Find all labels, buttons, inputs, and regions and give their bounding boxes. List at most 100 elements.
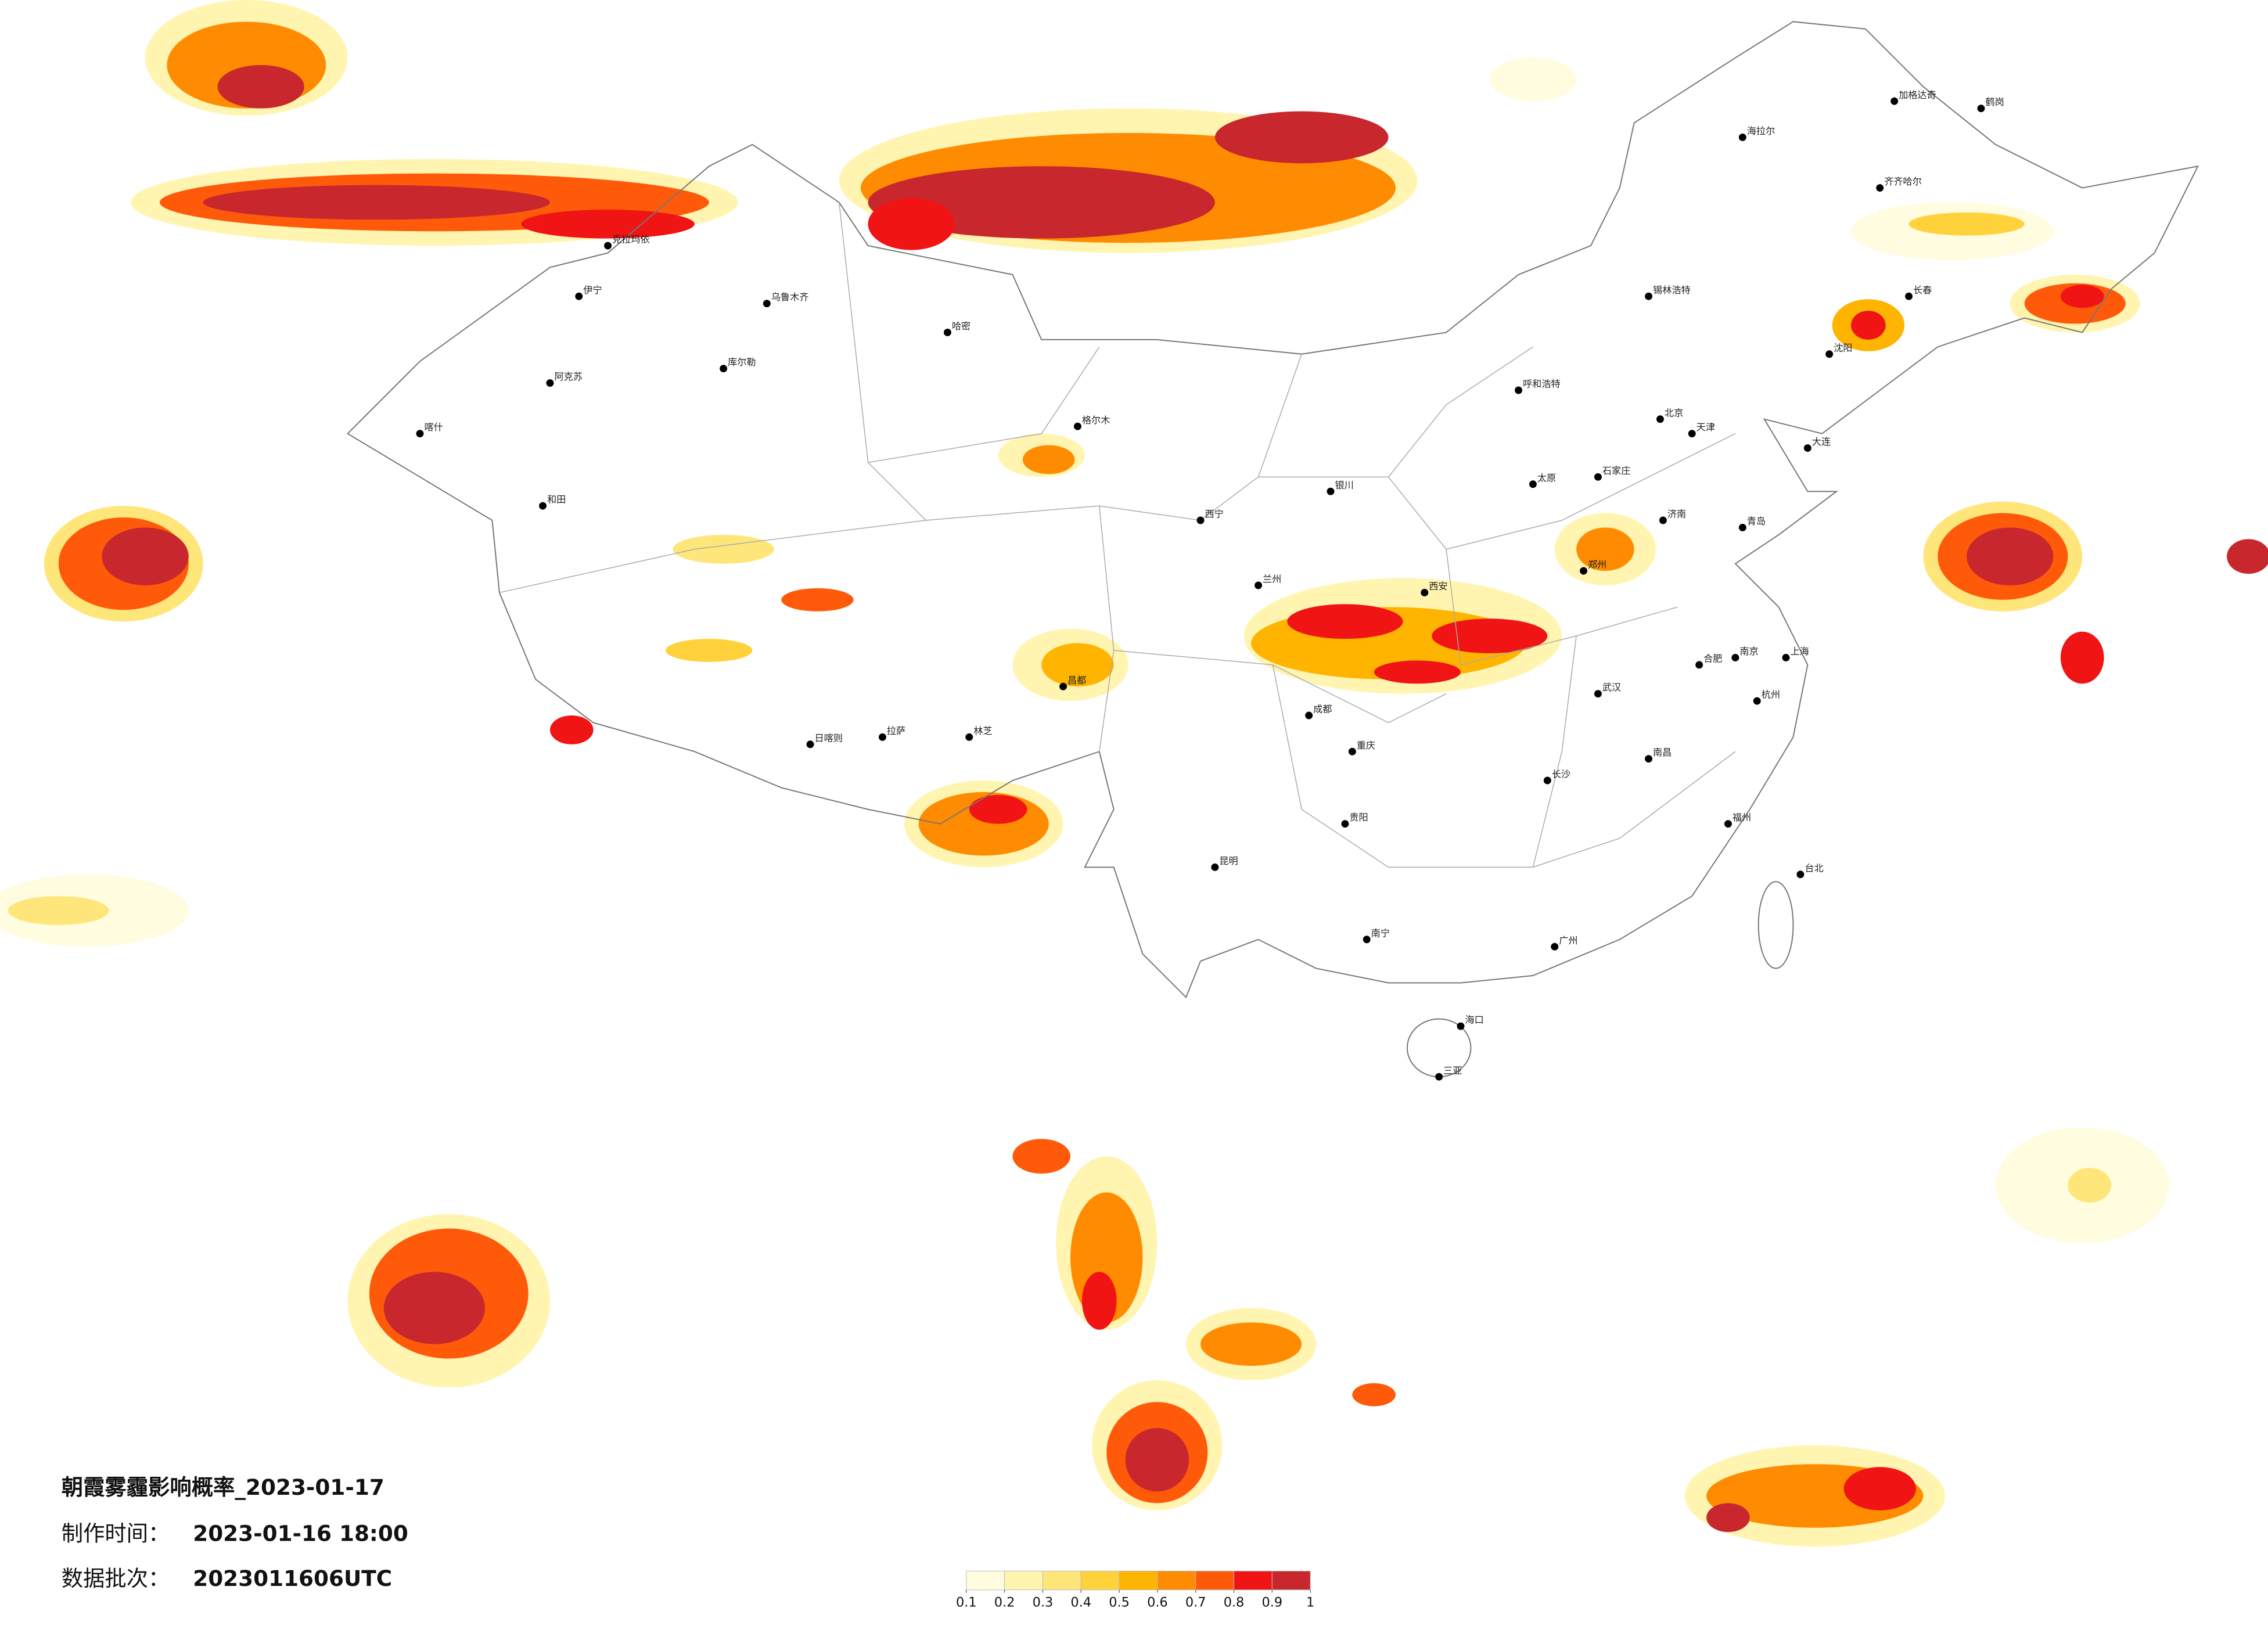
province-lines <box>499 202 1736 868</box>
city-dot <box>1796 870 1805 879</box>
city-dot <box>1905 292 1913 300</box>
city-dot <box>575 292 583 300</box>
city-dot <box>1305 711 1313 720</box>
legend-swatch <box>966 1570 1005 1591</box>
city-label: 西宁 <box>1205 509 1223 520</box>
city-dot <box>1738 523 1746 531</box>
heat-blob <box>2227 539 2268 574</box>
city-label: 和田 <box>547 494 566 505</box>
city-dot <box>1341 820 1349 828</box>
city-dot <box>1580 567 1588 575</box>
city-label: 三亚 <box>1443 1065 1462 1076</box>
made-time: 2023-01-16 18:00 <box>193 1521 408 1546</box>
heat-blob <box>1967 527 2054 585</box>
legend-swatch <box>1004 1570 1043 1591</box>
city-dot <box>1073 422 1081 430</box>
city-label: 海拉尔 <box>1747 125 1775 136</box>
heat-blob <box>1287 604 1403 639</box>
city-dot <box>720 365 728 373</box>
city-label: 郑州 <box>1588 559 1606 570</box>
made-label: 制作时间： <box>62 1521 170 1546</box>
city-dot <box>1515 386 1523 394</box>
city-label: 银川 <box>1335 480 1353 491</box>
heat-blob <box>1374 660 1461 684</box>
city-dot <box>1196 516 1205 524</box>
city-dot <box>1529 480 1537 488</box>
heat-blob <box>868 197 955 250</box>
legend-swatch <box>1195 1570 1235 1591</box>
heat-blob <box>1908 212 2025 236</box>
heat-blob <box>8 896 109 925</box>
heat-blob <box>2060 631 2104 684</box>
heat-blob <box>1850 311 1886 340</box>
city-dot <box>1327 487 1335 495</box>
city-label: 克拉玛依 <box>612 234 650 245</box>
city-dot <box>1551 942 1559 951</box>
heat-blob <box>1352 1383 1396 1406</box>
city-dot <box>1421 588 1429 596</box>
heat-blob <box>673 534 774 564</box>
city-label: 济南 <box>1667 509 1686 520</box>
heat-blob <box>1214 111 1389 164</box>
city-dot <box>1695 661 1703 669</box>
heat-blob <box>2068 1168 2111 1203</box>
city-label: 杭州 <box>1762 689 1780 700</box>
city-label: 贵阳 <box>1349 812 1368 823</box>
legend-tick-label: 0.9 <box>1262 1595 1283 1610</box>
heat-blob <box>1022 445 1075 474</box>
city-dot <box>1211 863 1219 871</box>
city-dot <box>1688 430 1696 438</box>
city-dot <box>1753 697 1761 705</box>
heat-blob <box>1125 1428 1189 1492</box>
city-dot <box>1803 444 1811 452</box>
heat-blob <box>969 794 1027 824</box>
city-label: 武汉 <box>1602 682 1621 693</box>
city-label: 伊宁 <box>583 285 602 296</box>
city-dot <box>1656 415 1664 423</box>
heat-blob <box>1843 1467 1916 1510</box>
city-label: 台北 <box>1805 862 1823 873</box>
city-label: 成都 <box>1313 704 1332 715</box>
taiwan-outline <box>1757 881 1794 969</box>
city-label: 拉萨 <box>887 725 905 736</box>
legend-swatch <box>1271 1570 1311 1591</box>
city-label: 福州 <box>1733 812 1751 823</box>
boundaries <box>346 21 2199 1078</box>
city-label: 锡林浩特 <box>1653 285 1691 296</box>
city-label: 长沙 <box>1552 769 1570 780</box>
city-label: 沈阳 <box>1834 342 1852 353</box>
heat-blob <box>2060 285 2104 308</box>
city-label: 广州 <box>1559 935 1577 946</box>
city-dot <box>763 300 771 308</box>
country-outline <box>346 21 2199 999</box>
city-dot <box>1977 105 1985 113</box>
city-dot <box>1825 350 1834 358</box>
city-label: 喀什 <box>424 422 443 433</box>
city-label: 昌都 <box>1067 675 1086 686</box>
heat-blob <box>1432 618 1548 653</box>
city-label: 青岛 <box>1747 516 1766 527</box>
city-dot <box>1255 581 1263 589</box>
heat-blob <box>781 588 854 611</box>
city-label: 加格达奇 <box>1899 89 1936 100</box>
city-label: 北京 <box>1665 407 1683 418</box>
heat-blob <box>868 166 1215 239</box>
city-label: 南昌 <box>1653 747 1672 758</box>
city-dot <box>1890 97 1899 105</box>
heat-blob <box>549 715 594 744</box>
city-label: 天津 <box>1696 422 1715 433</box>
legend: 0.1 0.2 0.3 0.4 0.5 0.6 0.7 0.8 0.9 1 <box>956 1570 1314 1610</box>
legend-tick-label: 0.8 <box>1224 1595 1245 1610</box>
city-dot <box>1645 755 1653 763</box>
city-label: 上海 <box>1790 646 1809 657</box>
city-dot <box>1543 776 1551 785</box>
city-label: 日喀则 <box>814 732 842 743</box>
city-dot <box>1724 820 1732 828</box>
city-dot <box>1876 184 1884 192</box>
city-dot <box>1645 292 1653 300</box>
legend-tick-label: 1 <box>1306 1595 1314 1610</box>
city-label: 兰州 <box>1263 574 1281 585</box>
